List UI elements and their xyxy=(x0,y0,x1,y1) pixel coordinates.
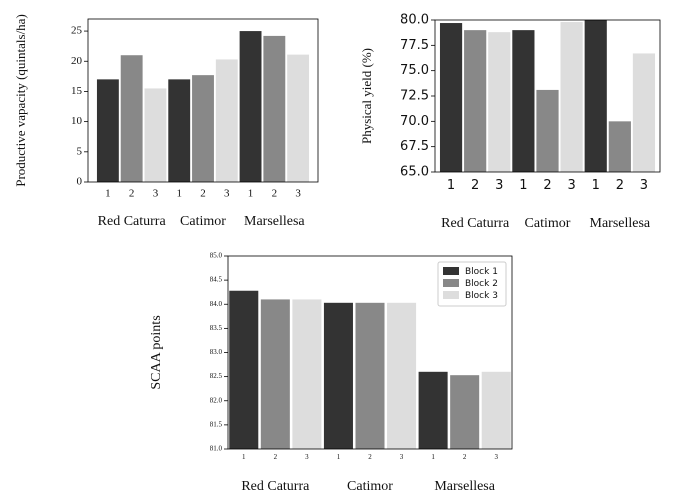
y-axis-label: SCAA points xyxy=(149,315,164,389)
bar xyxy=(263,35,286,183)
y-tick-label: 83.0 xyxy=(210,348,223,356)
bar-label: 2 xyxy=(463,453,467,461)
bar-label: 3 xyxy=(153,187,159,199)
bar-label: 2 xyxy=(200,187,206,199)
y-tick-label: 5 xyxy=(77,145,83,157)
bar-label: 3 xyxy=(640,178,648,193)
bar xyxy=(239,31,262,183)
group-label: Red Caturra xyxy=(98,214,167,229)
bar xyxy=(260,299,290,449)
bar-label: 1 xyxy=(105,187,111,199)
bar xyxy=(439,23,463,173)
bar xyxy=(481,371,511,449)
bar xyxy=(144,88,167,182)
bar xyxy=(584,20,607,172)
y-tick-label: 82.0 xyxy=(210,396,223,404)
y-tick-label: 80.0 xyxy=(400,13,429,28)
bar-label: 3 xyxy=(224,187,230,199)
bar-label: 2 xyxy=(616,178,624,193)
bar xyxy=(488,32,511,172)
bar xyxy=(608,121,631,172)
bar xyxy=(96,79,119,182)
bar-label: 1 xyxy=(176,187,182,199)
y-tick-label: 10 xyxy=(71,115,83,127)
bar-label: 2 xyxy=(543,178,551,193)
legend-swatch xyxy=(443,267,459,275)
group-label: Catimor xyxy=(180,214,226,229)
bar-label: 3 xyxy=(305,453,309,461)
bar-label: 2 xyxy=(471,178,479,193)
bar-label: 2 xyxy=(274,453,278,461)
bar-label: 2 xyxy=(272,187,278,199)
group-label: Catimor xyxy=(347,479,393,494)
bar-label: 1 xyxy=(519,178,527,193)
plot-frame xyxy=(227,255,513,450)
bar xyxy=(512,30,535,173)
group-label: Red Caturra xyxy=(241,479,310,494)
bar-label: 2 xyxy=(129,187,135,199)
group-label: Marsellesa xyxy=(244,214,305,229)
y-tick-label: 15 xyxy=(71,85,83,97)
legend-label: Block 3 xyxy=(465,291,498,301)
y-axis-label: Productive vapacity (quintals/ha) xyxy=(13,14,28,187)
y-tick-label: 84.0 xyxy=(210,300,223,308)
y-tick-label: 0 xyxy=(77,176,83,188)
y-tick-label: 81.0 xyxy=(210,445,223,453)
bar-label: 1 xyxy=(242,453,246,461)
group-label: Marsellesa xyxy=(434,479,495,494)
bar-label: 1 xyxy=(337,453,341,461)
y-tick-label: 20 xyxy=(71,55,83,67)
bar-label: 3 xyxy=(400,453,404,461)
plot-frame xyxy=(434,19,661,173)
y-tick-label: 70.0 xyxy=(400,114,429,129)
bar xyxy=(355,302,385,449)
y-tick-label: 85.0 xyxy=(210,252,223,260)
y-tick-label: 84.5 xyxy=(210,276,223,284)
y-tick-label: 81.5 xyxy=(210,420,223,428)
bar-label: 2 xyxy=(368,453,372,461)
y-axis-label: Physical yield (%) xyxy=(359,48,374,144)
bar xyxy=(560,22,583,172)
bar xyxy=(450,375,480,449)
y-tick-label: 75.0 xyxy=(400,63,429,78)
legend-swatch xyxy=(443,291,459,299)
bar xyxy=(387,302,417,449)
y-tick-label: 25 xyxy=(71,25,83,37)
legend-swatch xyxy=(443,279,459,287)
bar xyxy=(215,59,238,182)
group-label: Marsellesa xyxy=(590,216,651,231)
y-tick-label: 65.0 xyxy=(400,165,429,180)
legend-label: Block 2 xyxy=(465,279,498,289)
bar xyxy=(192,75,214,182)
bar-label: 3 xyxy=(494,453,498,461)
bar-label: 1 xyxy=(592,178,600,193)
bar xyxy=(229,290,259,449)
bar xyxy=(292,299,322,449)
bar xyxy=(464,30,487,173)
bar xyxy=(418,371,448,449)
y-tick-label: 83.5 xyxy=(210,324,223,332)
y-tick-label: 67.5 xyxy=(400,139,429,154)
y-tick-label: 82.5 xyxy=(210,372,223,380)
bar-label: 1 xyxy=(431,453,435,461)
bar-label: 3 xyxy=(295,187,301,199)
bar-label: 3 xyxy=(567,178,575,193)
bar xyxy=(536,89,559,172)
bar-label: 1 xyxy=(248,187,254,199)
bar-label: 3 xyxy=(495,178,503,193)
y-tick-label: 77.5 xyxy=(400,38,429,53)
group-label: Red Caturra xyxy=(441,216,510,231)
bar-label: 1 xyxy=(447,178,455,193)
legend-label: Block 1 xyxy=(465,267,498,277)
bar xyxy=(168,79,191,182)
bar xyxy=(120,55,143,182)
y-tick-label: 72.5 xyxy=(400,89,429,104)
bar xyxy=(287,54,310,183)
group-label: Catimor xyxy=(525,216,571,231)
plot-frame xyxy=(87,18,319,183)
bar xyxy=(323,302,353,449)
bar xyxy=(632,53,656,172)
